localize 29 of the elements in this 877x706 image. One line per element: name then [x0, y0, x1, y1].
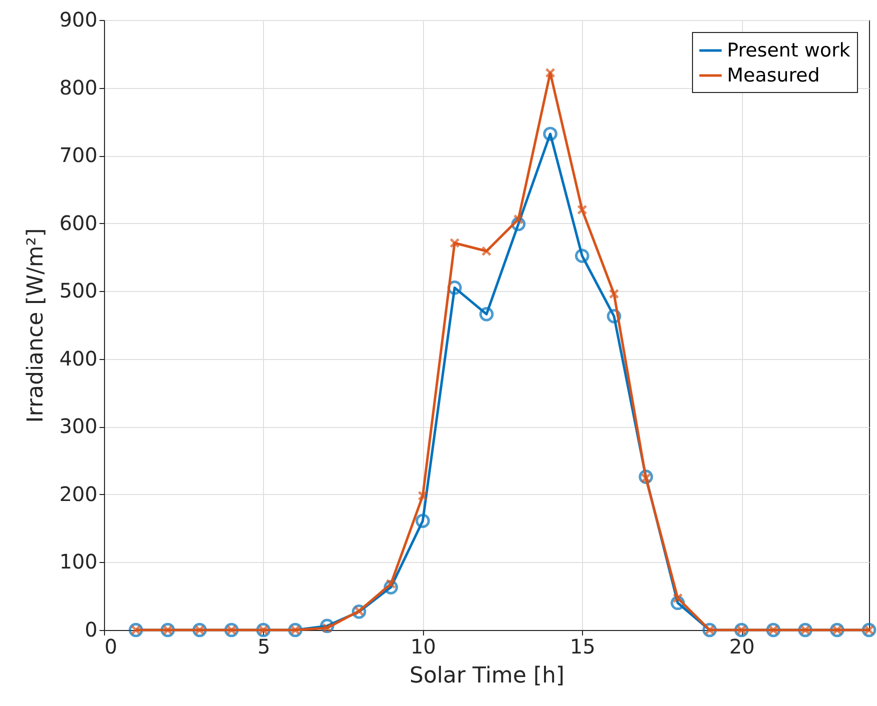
x-tick-label: 15: [570, 634, 596, 658]
x-tick-label: 10: [410, 634, 436, 658]
point: [479, 307, 494, 322]
point: [574, 248, 590, 264]
y-tick-label: 500: [59, 278, 98, 303]
x-tick-label: 20: [729, 634, 755, 658]
x-tick-label: 5: [258, 634, 270, 658]
x-tick-label: 0: [104, 634, 118, 658]
point: [418, 490, 428, 501]
legend-label: Present work: [727, 40, 850, 62]
y-tick-label: 200: [59, 482, 98, 506]
y-axis-title: Irradiance [W/m²]: [23, 228, 48, 423]
y-tick-label: 900: [59, 8, 98, 32]
y-tick-label: 800: [59, 75, 98, 100]
y-tick-label: 300: [59, 414, 98, 438]
point: [481, 246, 492, 256]
y-tick-label: 0: [84, 618, 98, 642]
legend-label: Measured: [727, 64, 820, 86]
x-axis-title: Solar Time [h]: [410, 664, 564, 688]
y-tick-label: 600: [59, 210, 98, 235]
point: [450, 238, 460, 248]
point: [543, 126, 558, 142]
point: [545, 68, 556, 78]
point: [608, 288, 620, 299]
point: [577, 204, 588, 215]
y-tick-label: 400: [59, 346, 98, 370]
y-tick-label: 700: [59, 143, 98, 168]
point: [416, 514, 430, 528]
y-tick-label: 100: [59, 550, 98, 574]
